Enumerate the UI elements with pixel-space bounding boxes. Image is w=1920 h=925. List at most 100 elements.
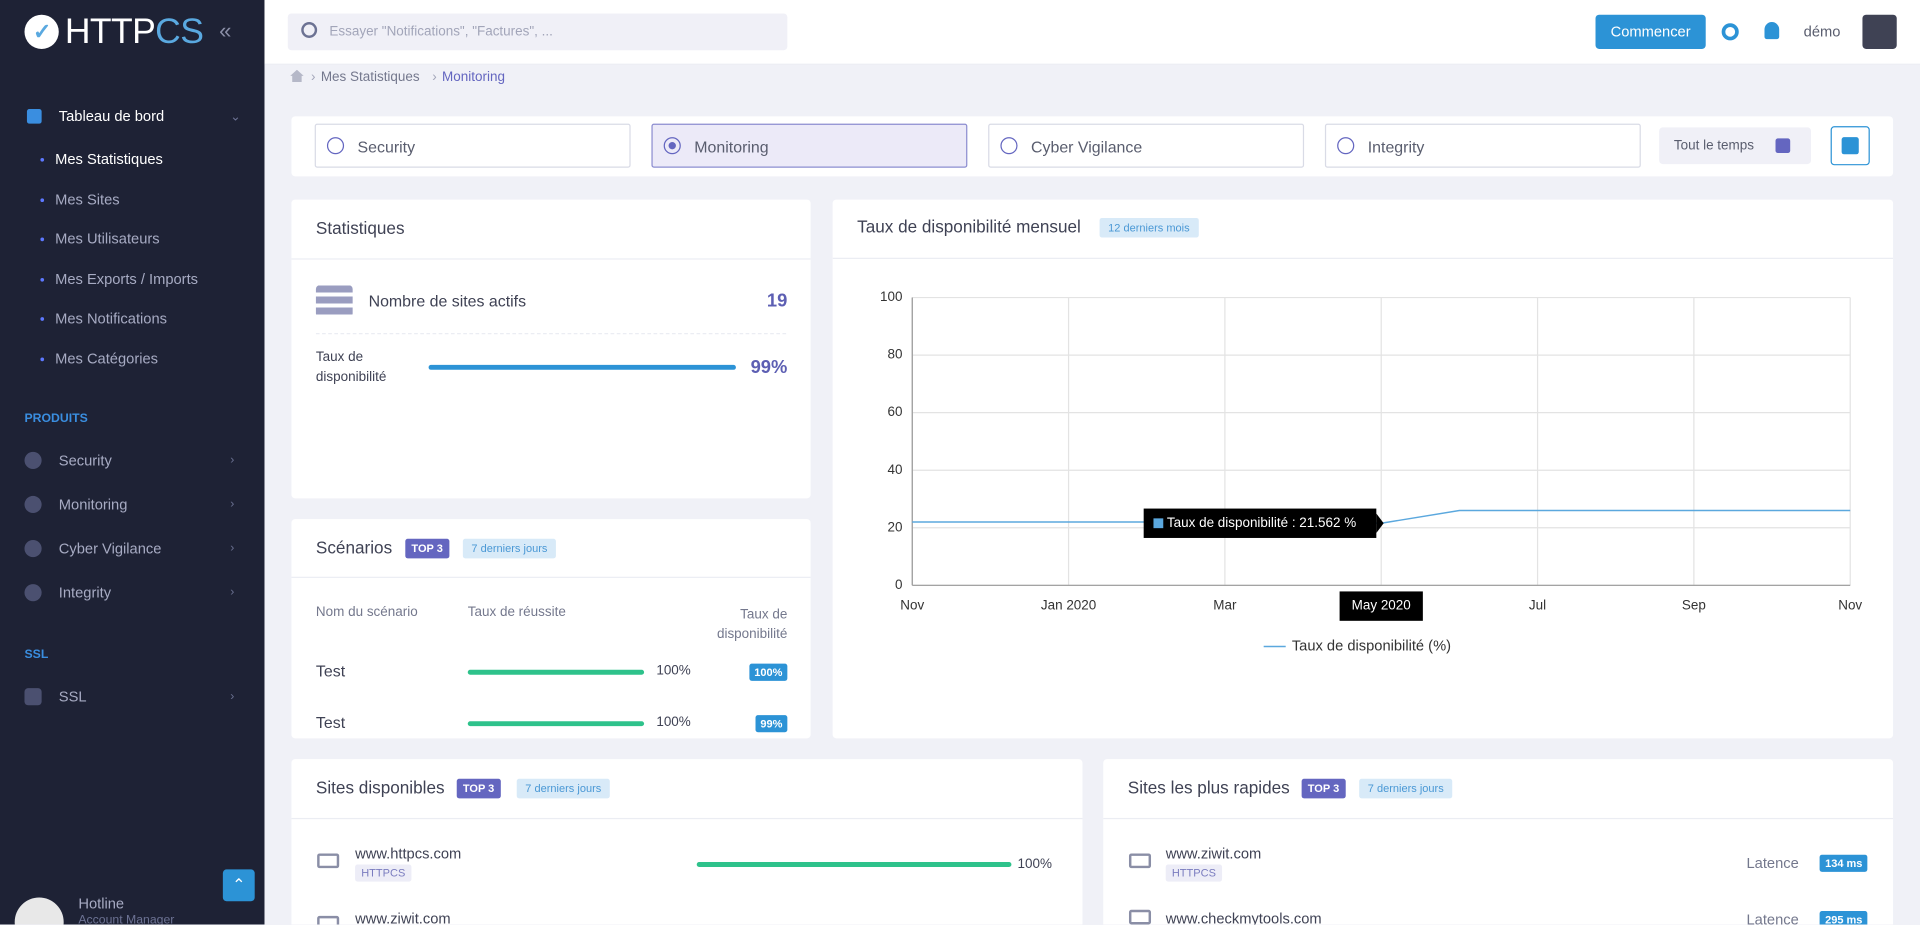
period-button[interactable]: Tout le temps [1659, 127, 1812, 165]
badge: TOP 3 [405, 538, 450, 559]
stat-label: Taux de disponibilité [315, 350, 387, 385]
radio [1000, 137, 1018, 155]
x-tick-label: May 2020 [1352, 598, 1411, 613]
x-tick-label: Jan 2020 [1041, 598, 1096, 613]
column-header: Taux de disponibilité [716, 607, 788, 642]
brand-a: HTTP [64, 12, 156, 52]
calendar-icon [1775, 138, 1791, 154]
filter-tab[interactable]: Integrity [1324, 123, 1641, 168]
filter-tab[interactable]: Cyber Vigilance [988, 123, 1305, 168]
submenu-item[interactable]: Mes Exports / Imports [55, 270, 199, 288]
bullet [40, 317, 45, 322]
collapse-button[interactable]: « [219, 18, 232, 43]
scenarios-card: Scénarios TOP 3 7 derniers jours Nom du … [291, 519, 811, 739]
badge: TOP 3 [456, 778, 501, 799]
period-badge: 7 derniers jours [1359, 778, 1453, 799]
section-heading: PRODUITS [24, 412, 88, 426]
tab-label: Security [357, 137, 416, 157]
site-name[interactable]: www.ziwit.com [355, 909, 451, 925]
product-icon [24, 495, 42, 514]
latency-badge: 295 ms [1820, 911, 1868, 925]
submenu-item[interactable]: Mes Catégories [55, 350, 159, 368]
product-icon [24, 540, 42, 558]
site-name[interactable]: www.httpcs.com [355, 844, 462, 863]
column-header: Taux de réussite [467, 604, 566, 620]
search-box[interactable]: Essayer "Notifications", "Factures", ... [287, 13, 788, 51]
logo-check: ✓ [33, 19, 52, 45]
sidebar: ✓ HTTPCS « Tableau de bord ⌄ PRODUITS SS… [0, 0, 265, 925]
chart-title: Taux de disponibilité mensuel [857, 216, 1081, 236]
badge: TOP 3 [1301, 778, 1346, 799]
menu-item[interactable]: Integrity [58, 584, 112, 602]
y-tick-label: 20 [887, 519, 902, 534]
brand: HTTPCS [64, 12, 204, 52]
stat-value: 99% [750, 356, 788, 378]
breadcrumb-item[interactable]: Mes Statistiques [320, 69, 420, 85]
bell-icon[interactable] [1764, 22, 1780, 40]
product-icon [24, 451, 42, 469]
layout-button[interactable] [1830, 126, 1870, 166]
menu-item[interactable]: Cyber Vigilance [58, 540, 162, 558]
submenu-item[interactable]: Mes Notifications [55, 310, 167, 328]
metric-label: Latence [1746, 911, 1799, 925]
y-tick-label: 100 [880, 289, 902, 304]
help-icon[interactable] [1721, 23, 1739, 41]
card-title: Sites disponibles [315, 777, 445, 798]
availability-badge: 100% [749, 663, 788, 681]
stat-label: Nombre de sites actifs [368, 292, 527, 311]
divider [1103, 817, 1894, 820]
stat-value: 19 [766, 290, 788, 312]
site-name[interactable]: www.ziwit.com [1165, 844, 1262, 863]
bullet [40, 157, 45, 162]
success-value: 100% [656, 715, 691, 730]
menu-item[interactable]: SSL [58, 688, 87, 706]
user-name[interactable]: démo [1803, 23, 1841, 41]
breadcrumb-item[interactable]: Monitoring [442, 69, 505, 85]
bullet [40, 197, 45, 202]
availability-badge: 99% [755, 715, 788, 733]
x-tick-label: Nov [1838, 598, 1862, 613]
chart-card: Taux de disponibilité mensuel 0 20 40 60 80 1… [832, 199, 1894, 739]
submenu-item[interactable]: Mes Utilisateurs [55, 230, 160, 248]
submenu-item[interactable]: Mes Sites [55, 190, 120, 208]
menu-item[interactable]: Tableau de bord [58, 107, 165, 125]
user-avatar[interactable] [1862, 14, 1897, 49]
y-tick-label: 60 [887, 404, 902, 419]
start-button[interactable]: Commencer [1595, 14, 1706, 49]
tooltip [1143, 508, 1377, 538]
hotline-role: Account Manager [78, 913, 175, 925]
y-tick-label: 80 [887, 347, 902, 362]
tab-label: Cyber Vigilance [1031, 137, 1143, 157]
tick-highlight [1339, 591, 1423, 621]
site-value: 100% [1017, 857, 1053, 872]
tooltip-arrow [1376, 513, 1384, 534]
card-title: Scénarios [315, 537, 393, 558]
fastest-sites-card: Sites les plus rapides TOP 3 7 derniers … [1103, 759, 1894, 925]
submenu-item[interactable]: Mes Statistiques [55, 150, 163, 168]
filter-tab[interactable]: Security [314, 123, 631, 168]
layout-icon [1841, 137, 1859, 155]
breadcrumb-sep: › [311, 69, 316, 85]
divider [291, 576, 811, 578]
scroll-top-button[interactable]: ⌃ [222, 869, 255, 902]
site-tag: HTTPCS [1165, 864, 1223, 882]
menu-item[interactable]: Security [58, 451, 112, 469]
radio [326, 137, 345, 155]
monitor-icon [317, 915, 340, 925]
bullet [40, 357, 45, 362]
menu-item[interactable]: Monitoring [58, 495, 128, 514]
avatar [14, 897, 64, 925]
home-icon[interactable] [290, 69, 304, 83]
x-tick-label: Mar [1213, 598, 1237, 613]
site-name[interactable]: www.checkmytools.com [1165, 909, 1322, 925]
search-placeholder: Essayer "Notifications", "Factures", ... [329, 24, 553, 40]
bullet [40, 277, 45, 282]
chevron: › [230, 541, 235, 556]
metric-label: Latence [1746, 854, 1799, 872]
filter-tab[interactable]: Monitoring [651, 123, 968, 168]
stats-card: Statistiques Nombre de sites actifs 19 T… [291, 199, 811, 499]
bullet [40, 237, 45, 242]
success-value: 100% [656, 663, 691, 679]
card-title: Sites les plus rapides [1127, 777, 1290, 798]
filter-bar [291, 116, 1894, 177]
